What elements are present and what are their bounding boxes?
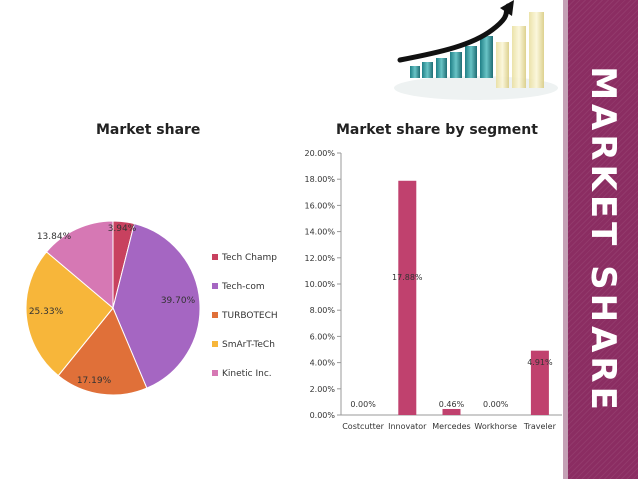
legend-swatch [212,312,218,318]
pie-data-label: 17.19% [77,376,112,386]
legend-swatch [212,254,218,260]
bar-data-label: 4.91% [527,358,553,367]
side-title-wrap: MARKET SHARE [568,0,638,479]
growth-chart-picture [394,0,558,100]
y-tick-label: 6.00% [310,332,336,341]
x-tick-label: Traveler [523,422,557,431]
legend-label: TURBOTECH [221,311,278,321]
side-panel [568,0,638,479]
side-title: MARKET SHARE [583,66,623,414]
x-tick-label: Workhorse [474,422,517,431]
legend-swatch [212,283,218,289]
legend-swatch [212,370,218,376]
y-tick-label: 20.00% [304,149,335,158]
bar-data-label: 0.00% [350,400,376,409]
y-tick-label: 8.00% [310,306,336,315]
y-tick-label: 10.00% [304,280,335,289]
bar-data-label: 17.88% [392,273,423,282]
x-tick-label: Innovator [388,422,427,431]
bar-data-label: 0.46% [439,400,465,409]
bar-chart: 0.00% 2.00% 4.00% 6.00% 8.00% 10.00% 12.00% 14.… [304,149,562,431]
bar-mercedes [442,408,461,415]
legend-label: Tech Champ [221,253,277,263]
x-tick-label: Mercedes [432,422,470,431]
legend-label: Tech-com [221,282,265,292]
legend-label: Kinetic Inc. [222,369,272,379]
y-tick-label: 14.00% [304,228,335,237]
pie-data-label: 13.84% [37,232,72,242]
pie-data-label: 25.33% [29,307,64,317]
side-panel-edge [563,0,568,479]
pie-slice-kinetic-inc- [45,220,114,310]
y-tick-label: 0.00% [310,411,336,420]
pie-slice-tech-com [112,223,201,389]
bar-chart-title: Market share by segment [336,122,538,138]
bar-data-label: 0.00% [483,400,509,409]
bar-innovator [398,180,417,415]
pie-slice-smart-tech [25,251,114,377]
y-tick-label: 18.00% [304,175,335,184]
legend-label: SmArT-TeCh [222,340,275,350]
legend-swatch [212,341,218,347]
y-tick-label: 2.00% [310,385,336,394]
pie-data-label: 3.94% [108,224,137,234]
y-tick-label: 16.00% [304,201,335,210]
bar-traveler [530,350,549,415]
pie-slice-turbotech [57,307,148,396]
y-tick-label: 12.00% [304,254,335,263]
x-tick-label: Costcutter [342,422,384,431]
pie-data-label: 39.70% [161,296,196,306]
y-tick-label: 4.00% [310,359,336,368]
pie-chart-title: Market share [96,122,201,138]
pie-chart: 3.94% 39.70% 17.19% 25.33% 13.84% Tech Champ T… [25,220,278,396]
